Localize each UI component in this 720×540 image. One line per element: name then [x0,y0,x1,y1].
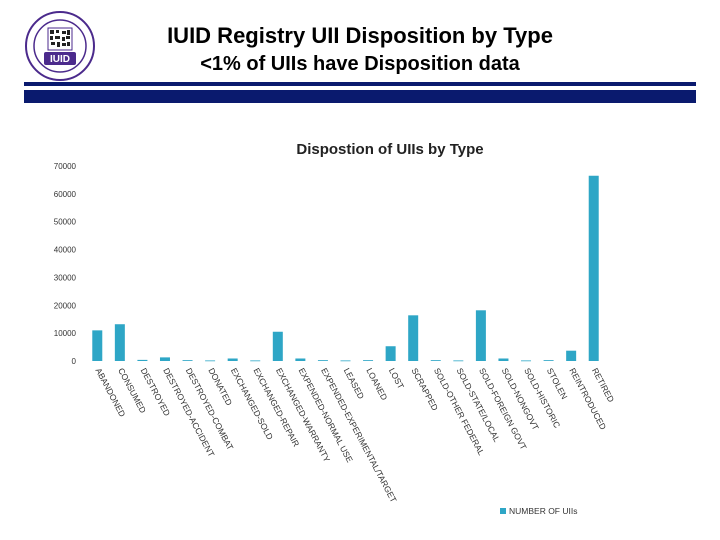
bar-exchanged-repair [250,360,261,362]
x-tick-label: LOST [387,366,406,390]
logo-text: IUID [50,54,70,65]
x-tick-label: STOLEN [545,366,570,401]
y-tick-label: 40000 [54,246,77,255]
y-tick-label: 20000 [54,301,77,310]
bar-reintroduced [566,350,577,361]
bar-lost [385,346,396,361]
bar-scrapped [408,315,419,361]
bar-donated [205,360,216,362]
bar-abandoned [92,330,103,361]
legend-label: NUMBER OF UIIs [509,506,577,516]
bar-consumed [114,324,125,361]
header-rule-thick [24,90,696,103]
bar-expended-experimental-target [317,360,328,361]
bar-destroyed [137,359,148,361]
y-tick-label: 0 [72,357,77,366]
bar-exchanged-sold [227,358,238,361]
x-tick-label: LOANED [364,366,389,402]
y-axis: 0 10000 20000 30000 40000 50000 60000 70000 [54,162,77,366]
iuid-logo: IUID [25,11,95,81]
legend-swatch [500,508,506,514]
slide-title: IUID Registry UII Disposition by Type [167,23,553,48]
x-tick-label: LEASED [342,366,367,400]
x-tick-label: EXCHANGED-SOLD [229,366,275,441]
bar-loaned [363,360,374,361]
y-tick-label: 10000 [54,329,77,338]
bar-sold-historic [521,360,532,362]
bar-sold-nongovt [498,358,509,361]
bar-sold-foreign-govt [475,310,486,361]
y-tick-label: 70000 [54,162,77,171]
bar-sold-state-local [453,360,464,362]
bars [92,175,599,362]
bar-retired [588,175,599,361]
legend: NUMBER OF UIIs [500,506,577,516]
y-tick-label: 30000 [54,273,77,282]
x-axis-labels: ABANDONEDCONSUMEDDESTROYEDDESTROYED-ACCI… [94,366,617,504]
bar-sold-other-federal [430,360,441,361]
y-tick-label: 60000 [54,190,77,199]
y-tick-label: 50000 [54,218,77,227]
bar-exchanged-warranty [272,331,283,361]
bar-destroyed-combat [182,360,193,361]
bar-destroyed-accident [159,357,170,361]
bar-stolen [543,360,554,361]
bar-leased [340,360,351,362]
slide-subtitle: <1% of UIIs have Disposition data [200,53,520,75]
bar-expended-normal-use [295,358,306,361]
chart-title: Dispostion of UIIs by Type [296,141,484,158]
header-rule-thin [24,82,696,86]
slide-title-block: IUID Registry UII Disposition by Type <1… [110,22,610,78]
